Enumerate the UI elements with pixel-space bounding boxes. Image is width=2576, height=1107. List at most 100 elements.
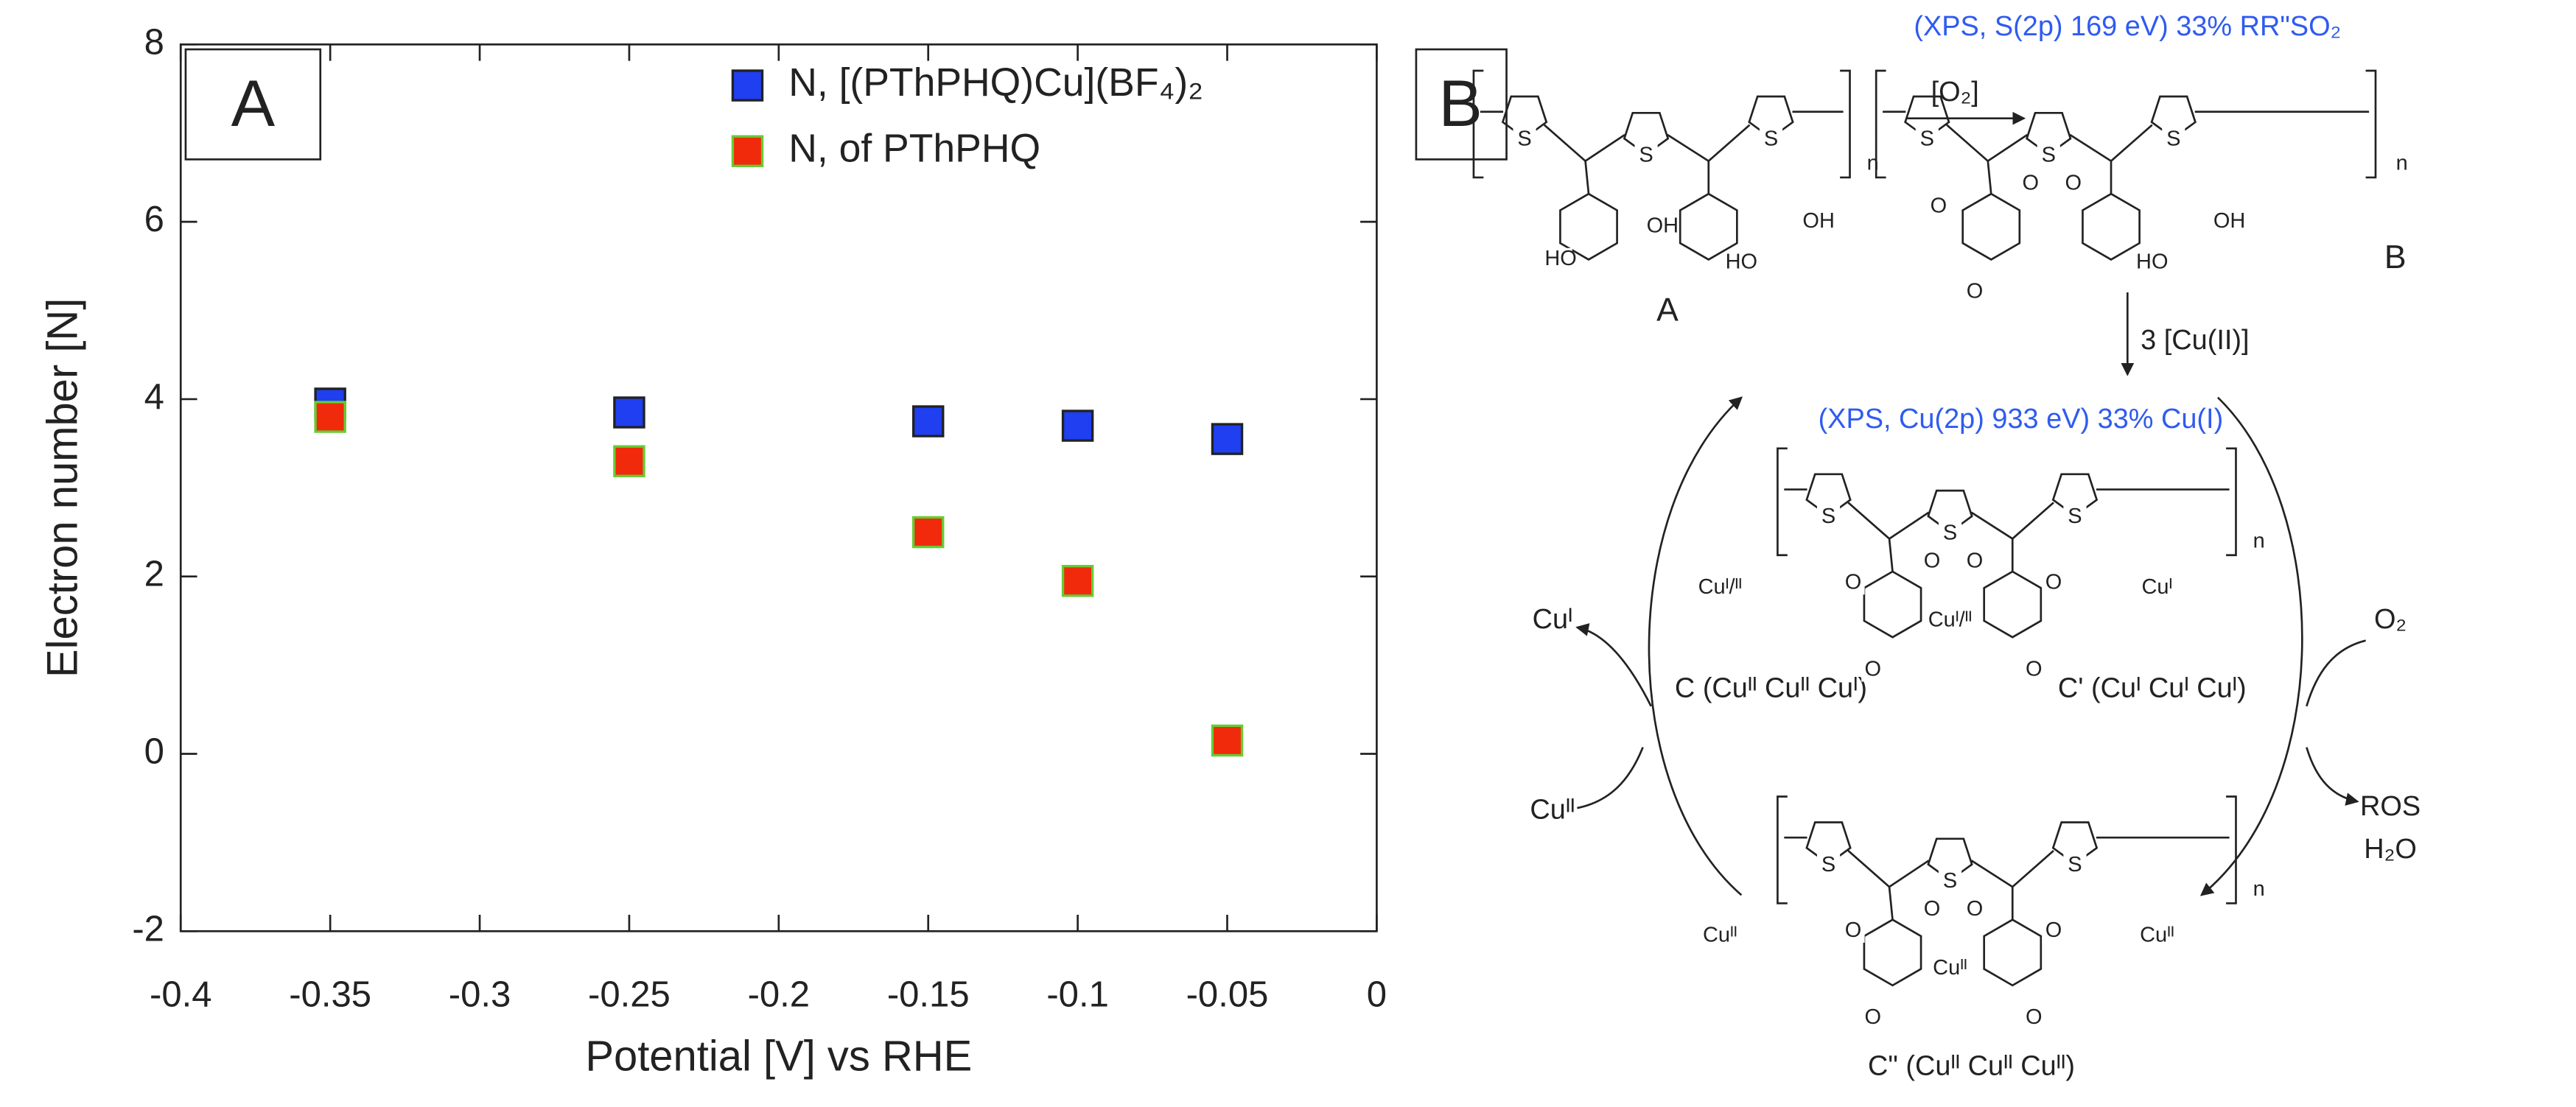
- plot-frame: [179, 43, 1378, 932]
- atom-label: O: [1864, 657, 1881, 681]
- atom-mask: [1920, 898, 1944, 921]
- cycle-arrow: [1648, 396, 1743, 896]
- structure-label: A: [1656, 292, 1679, 328]
- atom-label: S: [1517, 127, 1531, 150]
- atom-label: S: [2042, 144, 2056, 167]
- x-axis-label: Potential [V] vs RHE: [585, 1033, 972, 1080]
- atom-label: HO: [1544, 247, 1576, 270]
- panel-label-box: [184, 48, 322, 161]
- atom-label: n: [2253, 877, 2265, 901]
- marker: [613, 396, 645, 429]
- atom-label: O: [2045, 570, 2062, 594]
- atom-label: Cuᴵᴵ: [1703, 924, 1737, 947]
- atom-mask: [1729, 251, 1753, 275]
- atom-label: OH: [1647, 214, 1679, 237]
- atom-mask: [1816, 854, 1841, 877]
- structure-label: C (Cuᴵᴵ Cuᴵᴵ Cuᴵ): [1675, 673, 1867, 704]
- atom-label: OH: [1802, 209, 1834, 233]
- marker: [911, 516, 945, 549]
- atom-mask: [2063, 854, 2087, 877]
- atom-label: S: [2166, 127, 2180, 150]
- side-arrow: [1575, 623, 1652, 707]
- atom-mask: [2063, 505, 2087, 530]
- species: Cuᴵ: [1533, 604, 1573, 635]
- x-tick-label: -0.4: [150, 974, 212, 1014]
- side-arrow: [1577, 747, 1644, 809]
- x-tick-label: 0: [1367, 974, 1387, 1014]
- species: ROS: [2360, 791, 2421, 822]
- atom-label: Cuᴵᴵ: [1933, 956, 1967, 980]
- atom-label: O: [2026, 657, 2043, 681]
- atom-label: O: [1845, 918, 1862, 942]
- marker: [314, 401, 346, 433]
- atom-mask: [1963, 898, 1987, 921]
- atom-mask: [1634, 144, 1658, 168]
- atom-mask: [2162, 128, 2185, 152]
- atom-mask: [1549, 247, 1572, 272]
- atom-label: O: [1845, 570, 1862, 594]
- atom-mask: [1927, 195, 1950, 219]
- atom-label: n: [2396, 152, 2408, 175]
- atom-label: O: [1924, 549, 1941, 572]
- marker: [1211, 423, 1244, 455]
- marker: [1211, 724, 1244, 757]
- y-tick-label: 4: [144, 377, 164, 417]
- atom-label: O: [1967, 897, 1984, 921]
- species: Cuᴵᴵ: [1530, 795, 1575, 826]
- y-tick-label: 2: [144, 555, 164, 594]
- atom-mask: [1759, 128, 1783, 152]
- panel-label: B: [1438, 66, 1482, 140]
- legend-marker: [731, 135, 764, 167]
- marker: [1061, 410, 1094, 442]
- annotation: (XPS, S(2p) 169 eV) 33% RR"SO₂: [1914, 11, 2341, 42]
- atom-mask: [2217, 210, 2241, 233]
- structure-label: C' (Cuᴵ Cuᴵ Cuᴵ): [2058, 673, 2247, 704]
- atom-label: S: [2068, 505, 2082, 528]
- atom-label: S: [2068, 853, 2082, 876]
- atom-mask: [2019, 172, 2043, 196]
- atom-mask: [2247, 878, 2271, 902]
- atom-mask: [1816, 505, 1841, 530]
- atom-mask: [1938, 522, 1962, 546]
- atom-label: O: [1931, 194, 1947, 218]
- molecule-skeleton: [1875, 69, 2377, 261]
- atom-mask: [2062, 172, 2085, 196]
- atom-mask: [1807, 210, 1830, 233]
- atom-mask: [2042, 572, 2065, 595]
- atom-mask: [1963, 281, 1987, 304]
- atom-mask: [2022, 658, 2045, 682]
- species: O₂: [2374, 604, 2407, 635]
- atom-mask: [1513, 128, 1536, 152]
- atom-mask: [2037, 144, 2060, 168]
- atom-label: Cuᴵᴵ: [2140, 924, 2174, 947]
- atom-label: S: [1821, 853, 1835, 876]
- atom-mask: [1841, 572, 1865, 595]
- side-arrow: [2306, 747, 2359, 806]
- side-arrow: [2306, 639, 2366, 707]
- x-tick-label: -0.1: [1046, 974, 1109, 1014]
- x-tick-label: -0.3: [449, 974, 511, 1014]
- atom-label: Cuᴵ/ᴵᴵ: [1928, 608, 1973, 632]
- x-tick-label: -0.25: [588, 974, 671, 1014]
- reagent: 3 [Cu(II)]: [2141, 325, 2249, 356]
- x-tick-label: -0.05: [1186, 974, 1269, 1014]
- y-tick-label: 6: [144, 200, 164, 239]
- atom-label: O: [1967, 280, 1984, 303]
- marker: [911, 405, 945, 437]
- atom-mask: [1920, 550, 1944, 574]
- atom-label: Cuᴵ/ᴵᴵ: [1698, 575, 1743, 599]
- legend-label: N, [(PThPHQ)Cu](BF₄)₂: [788, 61, 1203, 105]
- atom-mask: [2141, 251, 2164, 275]
- atom-mask: [1651, 215, 1674, 239]
- atom-mask: [2042, 919, 2065, 943]
- atom-label: O: [2045, 918, 2062, 942]
- legend-marker: [731, 69, 764, 102]
- x-tick-label: -0.2: [748, 974, 811, 1014]
- atom-mask: [2247, 530, 2271, 554]
- panel-label-box: [1415, 48, 1508, 161]
- atom-label: S: [1920, 127, 1934, 150]
- structure-label: B: [2384, 239, 2407, 275]
- atom-label: HO: [2136, 250, 2168, 274]
- molecule-skeleton: [1472, 69, 1851, 261]
